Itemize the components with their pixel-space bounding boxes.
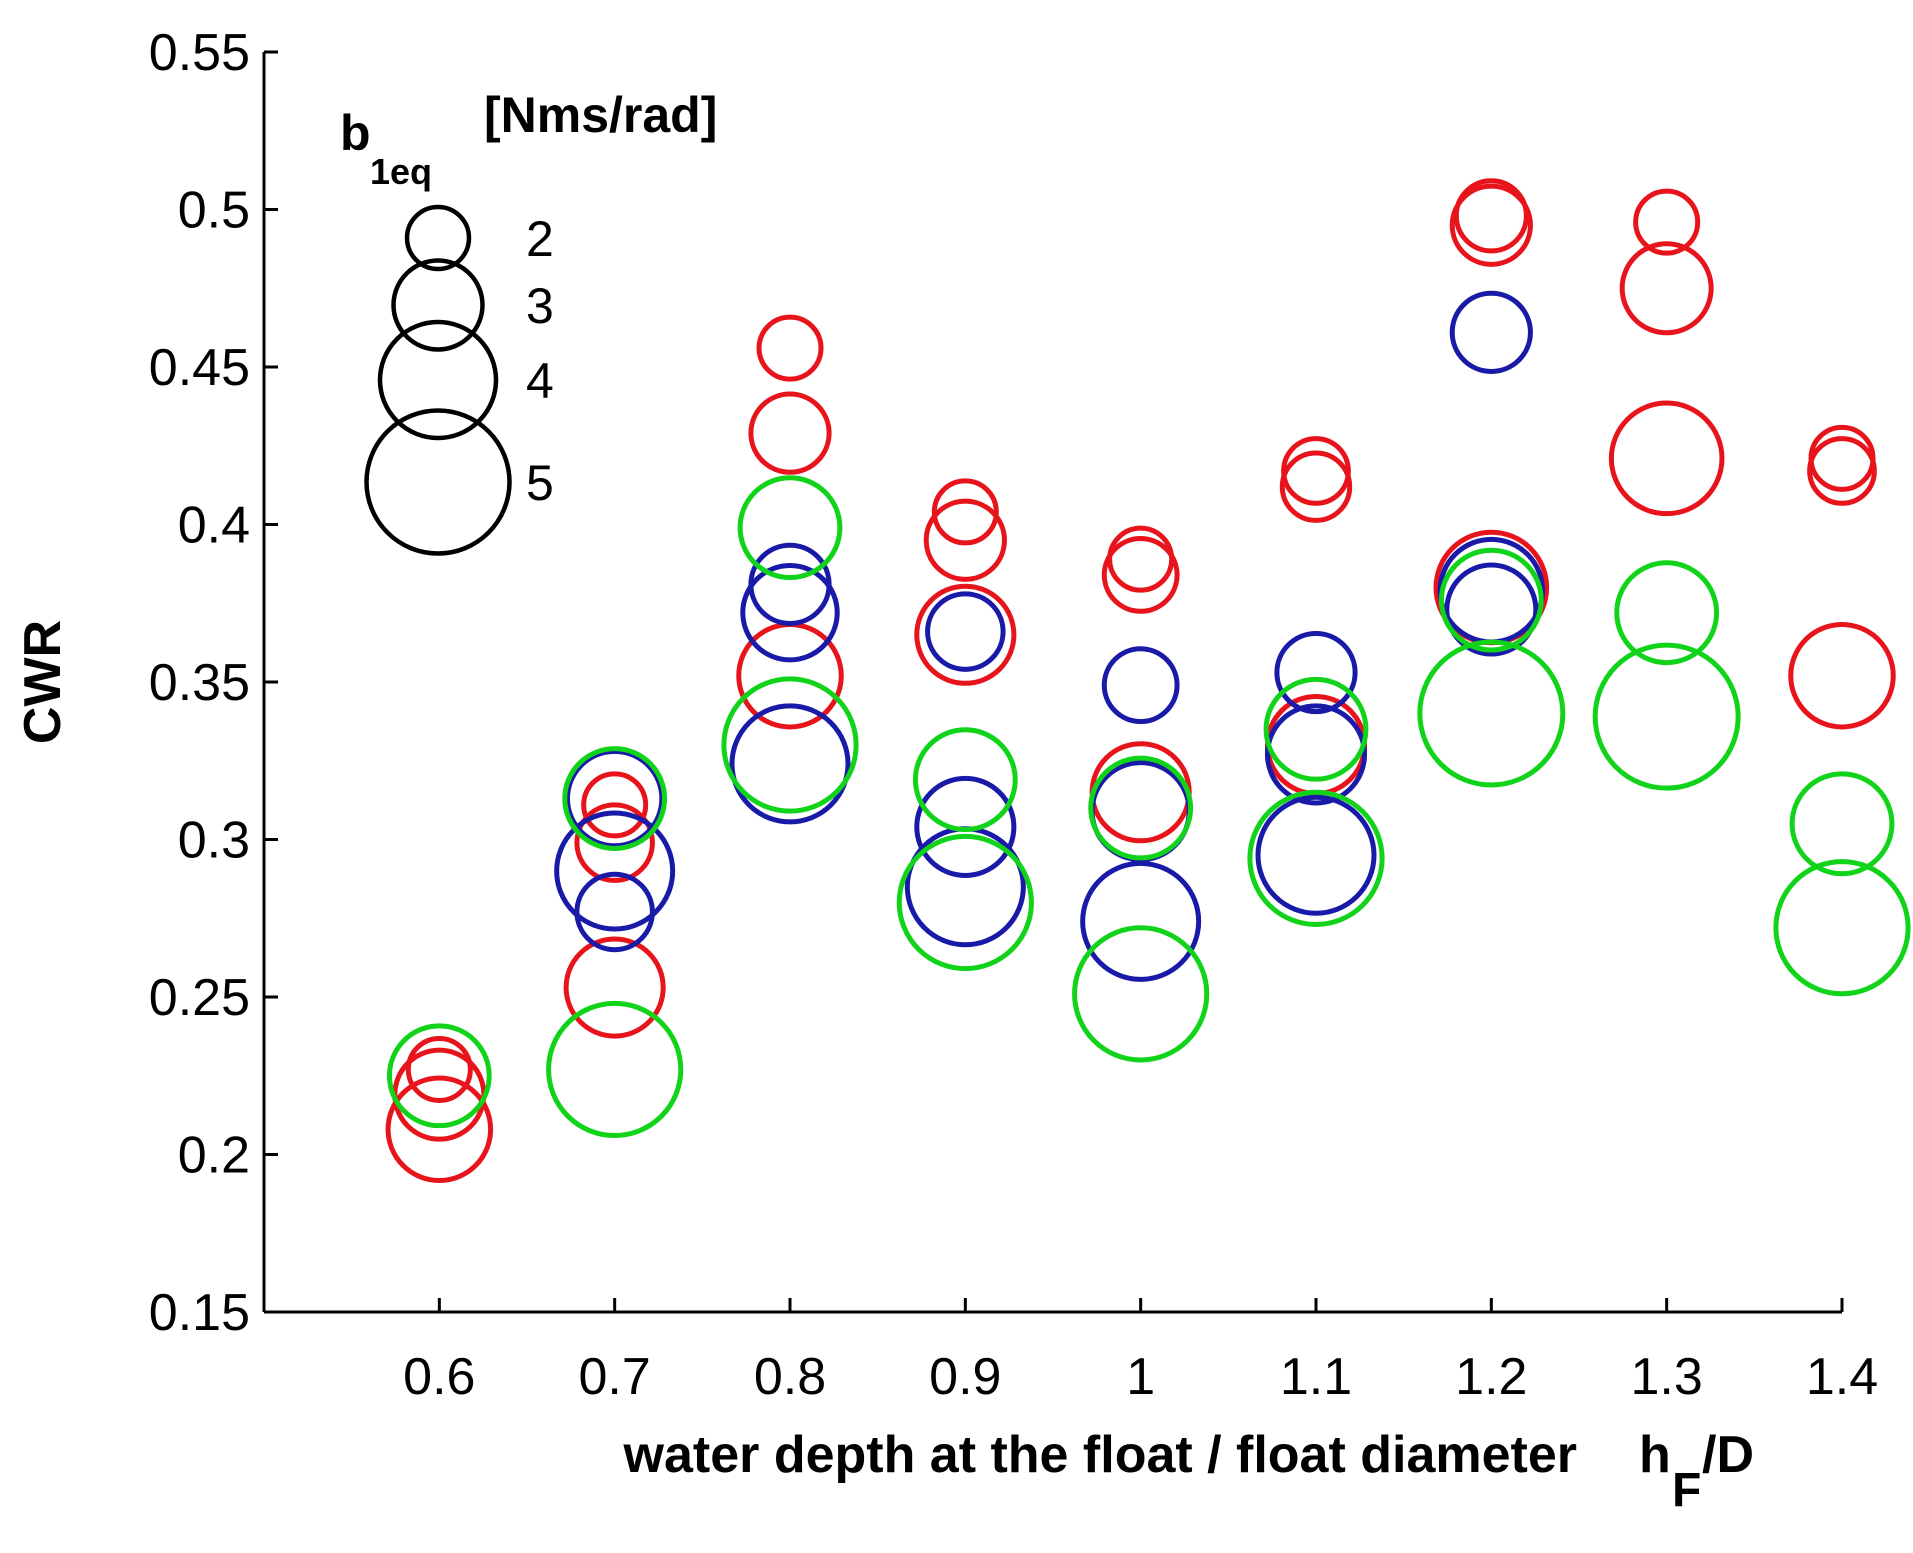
x-tick-label: 0.9 [929, 1348, 1001, 1406]
green-bubble [1614, 560, 1720, 666]
green-bubble [1592, 642, 1741, 791]
legend-size-label: 4 [526, 353, 554, 409]
red-bubble [563, 936, 666, 1039]
blue-bubble [1274, 630, 1358, 715]
red-bubble [1281, 436, 1351, 506]
blue-bubble [914, 775, 1017, 878]
x-tick-label: 1.3 [1631, 1348, 1703, 1406]
green-bubble [912, 727, 1018, 833]
green-bubble [1417, 639, 1566, 788]
legend-size-circle-2 [404, 204, 472, 272]
blue-bubble [748, 542, 832, 626]
red-bubble [1807, 436, 1877, 506]
red-bubble [574, 802, 655, 883]
red-bubble [748, 391, 832, 475]
blue-bubble [564, 748, 665, 849]
green-bubble [1088, 755, 1194, 861]
y-tick-label: 0.3 [178, 812, 250, 870]
legend-title-subscript: 1eq [370, 151, 432, 192]
y-tick-label: 0.35 [149, 654, 250, 712]
y-tick-label: 0.25 [149, 969, 250, 1027]
red-bubble [756, 314, 824, 382]
x-axis-symbol-subscript: F [1672, 1464, 1701, 1517]
y-tick-label: 0.5 [178, 182, 250, 240]
red-bubble [1619, 241, 1714, 336]
legend-size-circle-4 [377, 319, 499, 441]
red-bubble [1608, 400, 1725, 517]
green-bubble [1789, 771, 1895, 877]
red-bubble [385, 1075, 494, 1184]
size-legend: b 1eq [Nms/rad] 2 3 4 5 [340, 87, 717, 556]
blue-bubble [1264, 703, 1368, 806]
blue-bubble [1101, 646, 1180, 725]
blue-bubble [1449, 290, 1533, 374]
red-bubble [1633, 188, 1701, 256]
x-axis-title-text: water depth at the float / float diamete… [623, 1426, 1577, 1484]
blue-bubble [1080, 860, 1202, 982]
red-bubble [923, 498, 1007, 582]
blue-bubble [740, 563, 840, 663]
green-bubble [386, 1023, 492, 1129]
red-bubble [931, 478, 999, 546]
blue-bubble [554, 810, 676, 932]
legend-entries: 2 3 4 5 [364, 204, 554, 556]
red-bubble [1788, 621, 1896, 730]
red-bubble [405, 1035, 473, 1103]
y-tick-label: 0.15 [149, 1284, 250, 1342]
x-tick-label: 1.1 [1280, 1348, 1352, 1406]
red-bubble [1449, 183, 1533, 267]
red-bubble [914, 583, 1017, 686]
green-bubble [1247, 789, 1385, 928]
blue-bubble [904, 826, 1026, 948]
legend-title-unit: [Nms/rad] [484, 87, 717, 143]
x-ticks: 0.6 0.7 0.8 0.9 1 1.1 1.2 1.3 1.4 [403, 1298, 1878, 1406]
blue-bubble [1437, 536, 1546, 645]
green-bubble [721, 676, 859, 814]
green-bubble [896, 833, 1034, 972]
green-bubble [546, 1000, 684, 1139]
axes: 0.150.20.250.30.350.40.450.50.55 0.6 0.7 0… [149, 24, 1878, 1406]
y-tick-label: 0.55 [149, 24, 250, 82]
y-tick-label: 0.45 [149, 339, 250, 397]
y-axis-title: CWR [14, 620, 72, 744]
plot-area [385, 178, 1911, 1184]
y-tick-label: 0.4 [178, 497, 250, 555]
red-bubble [1279, 450, 1353, 523]
green-bubble [737, 475, 843, 581]
blue-bubble [1255, 794, 1377, 916]
legend-size-label: 3 [526, 278, 554, 334]
y-ticks: 0.15 0.2 0.25 0.3 0.35 0.4 0.45 0.5 0.55 [149, 24, 278, 1342]
blue-bubble [925, 591, 1006, 672]
x-tick-label: 1.4 [1806, 1348, 1878, 1406]
green-bubble [1072, 925, 1210, 1063]
blue-bubble [1444, 562, 1539, 657]
green-bubble [562, 746, 668, 851]
x-tick-label: 0.6 [403, 1348, 475, 1406]
legend-size-circle-5 [364, 408, 512, 556]
x-tick-label: 1.2 [1455, 1348, 1527, 1406]
red-bubble [1101, 536, 1180, 614]
legend-size-label: 5 [526, 455, 554, 511]
legend-title-symbol: b [340, 105, 371, 161]
green-bubble [1263, 676, 1369, 782]
x-axis-symbol: h [1639, 1426, 1671, 1484]
green-bubble [1773, 859, 1911, 997]
x-tick-label: 0.8 [754, 1348, 826, 1406]
y-tick-label: 0.2 [178, 1127, 250, 1185]
green-bubble [1438, 547, 1544, 653]
blue-bubble [574, 871, 655, 953]
x-axis-symbol-tail: /D [1702, 1426, 1754, 1484]
red-bubble [1453, 178, 1529, 254]
x-axis-title: water depth at the float / float diamete… [623, 1426, 1754, 1517]
legend-size-label: 2 [526, 211, 554, 267]
red-bubble [581, 771, 649, 839]
x-tick-label: 1 [1126, 1348, 1155, 1406]
legend-size-circle-3 [391, 258, 485, 352]
blue-bubble [729, 703, 851, 825]
x-tick-label: 0.7 [579, 1348, 651, 1406]
